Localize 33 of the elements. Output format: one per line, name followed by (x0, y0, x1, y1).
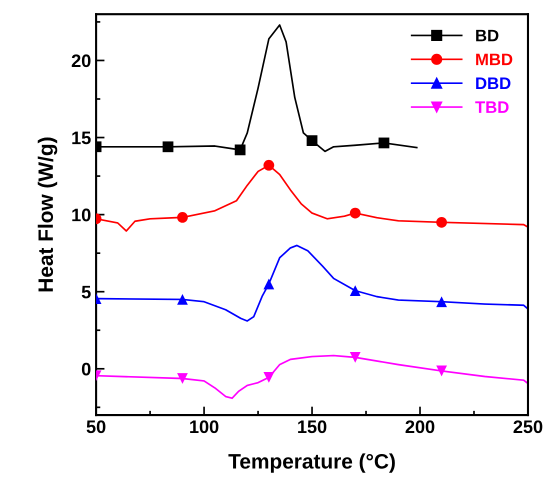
point (436, 296, 447, 308)
y-tick-label: 10 (72, 208, 90, 222)
point (436, 366, 447, 376)
legend-label: BD (476, 30, 498, 42)
y-tick-label: 15 (72, 132, 91, 144)
line-series (96, 244, 528, 322)
x-tick-label: 100 (190, 420, 218, 434)
x-tick-label: 250 (514, 420, 542, 434)
legend-label: TBD (475, 101, 509, 113)
point (350, 352, 361, 363)
point (263, 372, 274, 383)
point (350, 285, 361, 296)
point (263, 278, 274, 290)
point (162, 141, 174, 152)
y-tick-label: 5 (82, 286, 91, 298)
point (306, 135, 318, 146)
y-tick-label: 0 (82, 362, 90, 376)
point (234, 144, 246, 156)
x-axis-title: Temperature (°C) (228, 453, 395, 473)
point (436, 216, 447, 228)
point (378, 138, 390, 148)
point (177, 212, 188, 223)
point (350, 208, 361, 218)
point (263, 160, 274, 171)
y-axis-title: Heat Flow (W/g) (38, 138, 58, 292)
point (177, 373, 188, 384)
y-tick-label: 20 (72, 54, 90, 68)
x-tick-label: 200 (406, 420, 434, 434)
legend-label: DBD (476, 78, 510, 90)
legend-label: MBD (476, 54, 512, 66)
point (177, 294, 188, 305)
x-tick-label: 50 (86, 420, 106, 434)
x-tick-label: 150 (298, 420, 326, 434)
